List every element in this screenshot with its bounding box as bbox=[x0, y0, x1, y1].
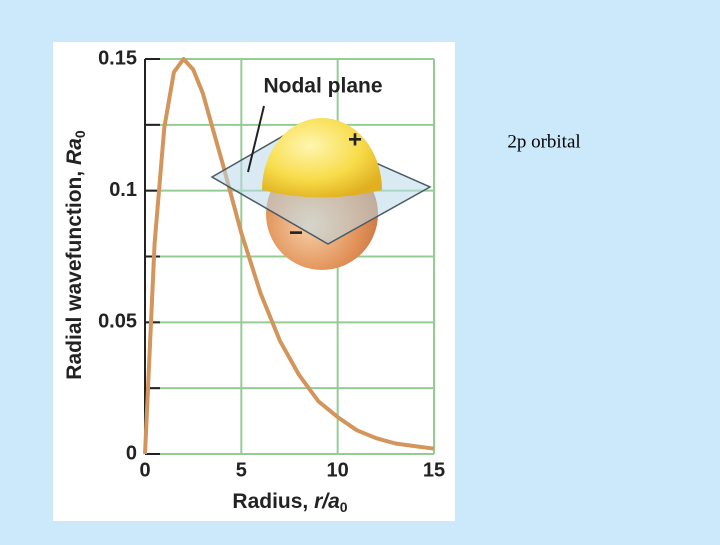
upper-lobe bbox=[262, 118, 382, 198]
data-line bbox=[143, 57, 435, 455]
y-tick-label: 0.05 bbox=[98, 311, 137, 333]
orbital-illustration: Nodal plane + − bbox=[210, 75, 432, 270]
x-axis-label: Radius, r/a0 bbox=[232, 490, 347, 515]
annotation: + bbox=[348, 126, 362, 153]
annotation: − bbox=[289, 219, 303, 246]
label-italic: r/a bbox=[314, 490, 340, 513]
y-tick-label: 0.1 bbox=[109, 179, 137, 201]
y-tick-label: 0 bbox=[126, 442, 137, 464]
x-tick-label: 0 bbox=[139, 459, 150, 481]
slide-text: 2p orbital bbox=[507, 131, 580, 152]
label-text: Radial wavefunction, bbox=[63, 165, 86, 380]
annotation: Nodal plane bbox=[263, 75, 382, 98]
x-tick-label: 10 bbox=[327, 459, 349, 481]
x-tick-label: 5 bbox=[236, 459, 247, 481]
label-subscript: 0 bbox=[340, 499, 348, 515]
y-tick-label: 0.15 bbox=[98, 47, 137, 69]
x-tick-label: 15 bbox=[423, 459, 445, 481]
label-subscript: 0 bbox=[72, 130, 88, 138]
chart-panel bbox=[53, 42, 455, 521]
pointer bbox=[247, 105, 265, 173]
label-text: Radius, bbox=[232, 490, 314, 513]
label-italic: Ra bbox=[63, 138, 86, 165]
y-axis-label: Radial wavefunction, Ra0 bbox=[63, 130, 88, 380]
